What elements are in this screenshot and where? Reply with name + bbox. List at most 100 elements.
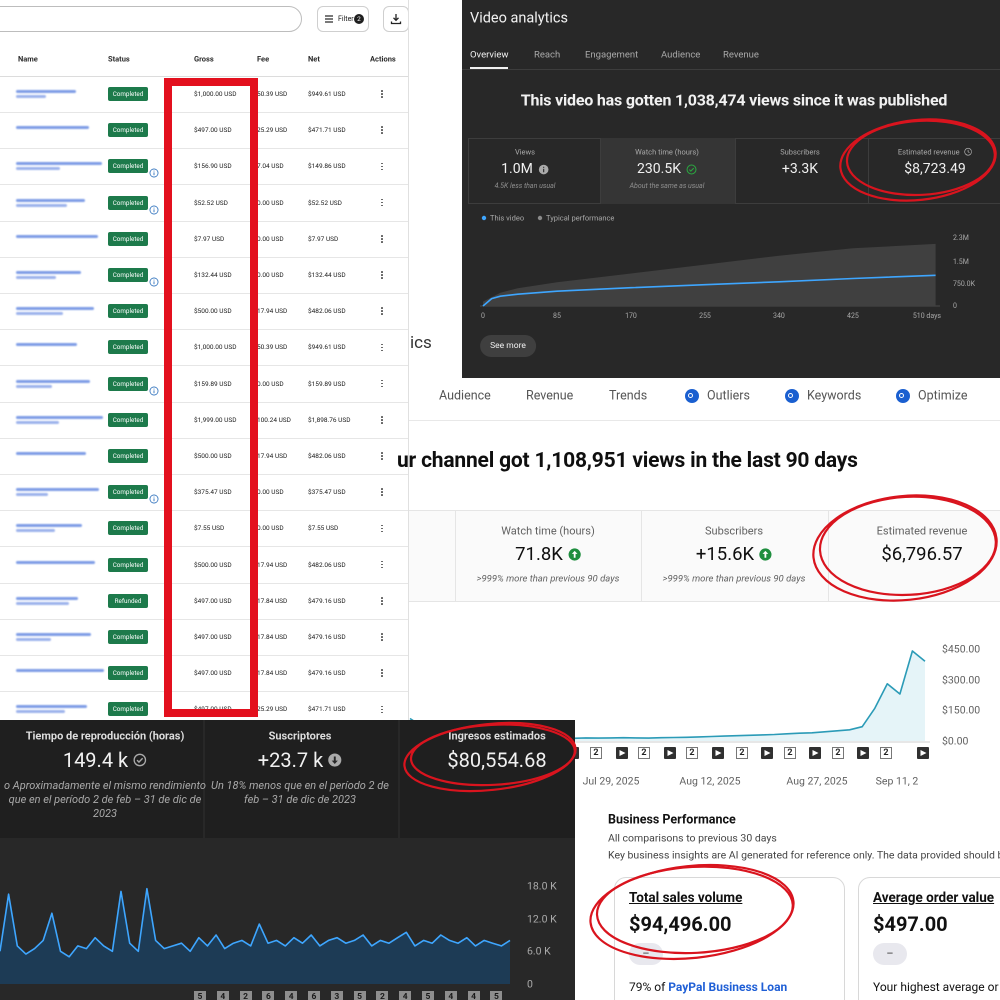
event-count-marker: 5 — [353, 991, 366, 1000]
fee-amount: 17.94 USD — [257, 452, 288, 460]
info-outline-icon-part — [153, 388, 155, 390]
status-info — [149, 381, 159, 396]
net-amount: $471.71 USD — [308, 126, 346, 135]
metric-value: +15.6K — [695, 543, 755, 565]
actions-dot — [381, 672, 383, 674]
filter-count: 2 — [354, 14, 364, 24]
tab[interactable]: Keywords — [807, 388, 862, 404]
column-header: Fee — [257, 54, 270, 64]
event-count-marker: 2 — [736, 747, 748, 759]
name-redacted — [16, 710, 65, 714]
fee-amount: 100.24 USD — [257, 415, 291, 424]
active-tab-underline — [470, 67, 508, 69]
row-divider — [0, 184, 409, 186]
event-count-marker: 4 — [216, 991, 229, 1000]
actions-dot — [381, 385, 383, 388]
gross-amount: $497.00 USD — [194, 669, 232, 678]
actions-dot — [381, 491, 383, 493]
status-badge: Completed — [108, 521, 148, 536]
net-amount: $149.86 USD — [308, 162, 346, 171]
actions-dot — [381, 165, 383, 168]
metric-label-row: Views — [515, 148, 535, 157]
info-outline-icon-part — [153, 207, 155, 209]
kpi-footer-text: 79% of — [629, 980, 666, 994]
fee-amount: 17.84 USD — [257, 596, 288, 605]
column-header: Actions — [370, 54, 396, 64]
tab[interactable]: Optimize — [918, 388, 968, 404]
status-badge: Completed — [108, 557, 148, 572]
actions-dot — [381, 422, 383, 424]
actions-dot — [381, 271, 383, 273]
name-redacted — [16, 633, 91, 636]
download-button[interactable] — [383, 6, 409, 32]
info-outline-icon-part — [153, 281, 155, 285]
metric-value-row: 1.0M — [501, 161, 549, 177]
fee-amount: 0.00 USD — [257, 198, 284, 207]
y-tick-label: 1.5M — [953, 257, 969, 266]
check-outline-icon — [133, 753, 147, 767]
video-chart — [480, 215, 940, 307]
event-count-marker: 5 — [194, 991, 206, 1000]
event-count-marker: 4 — [444, 991, 457, 1000]
tab[interactable]: Reach — [534, 49, 561, 61]
info-icon — [538, 164, 549, 174]
net-amount: $479.16 USD — [308, 633, 346, 641]
kpi-title[interactable]: Average order value — [873, 890, 995, 906]
actions-dot — [381, 198, 383, 201]
name-redacted — [16, 271, 81, 274]
kpi-change-pill: – — [873, 943, 907, 965]
legend-label: Typical performance — [546, 213, 615, 223]
actions-dot — [381, 452, 383, 454]
tab[interactable]: Revenue — [526, 388, 574, 404]
status-badge: Completed — [108, 304, 148, 319]
info-outline-icon — [149, 205, 159, 215]
search-input[interactable] — [0, 6, 302, 32]
legend-swatch — [537, 215, 543, 221]
tab[interactable]: Outliers — [707, 388, 750, 404]
metric-label: Subscribers — [704, 524, 764, 538]
y-tick-label: $300.00 — [942, 673, 981, 687]
tab[interactable]: Revenue — [723, 49, 759, 61]
fee-amount: 17.84 USD — [257, 633, 288, 641]
tab[interactable]: Audience — [661, 49, 701, 61]
kpi-title[interactable]: Total sales volume — [629, 890, 743, 906]
metric-label: Views — [514, 147, 536, 157]
status-badge: Completed — [108, 268, 148, 282]
check-outline-icon-part — [688, 167, 695, 172]
event-count-marker: 3 — [330, 991, 343, 1000]
tab[interactable]: Overview — [470, 49, 509, 61]
actions-dot — [381, 96, 383, 98]
tab[interactable]: Trends — [609, 388, 648, 404]
metric-label-row: Watch time (hours) — [635, 148, 699, 157]
kpi-footer-link[interactable]: PayPal Business Loan — [668, 980, 788, 994]
y-tick-label: 2.3M — [953, 234, 969, 242]
info-outline-icon-part — [153, 496, 155, 498]
y-tick-label: $450.00 — [942, 642, 981, 656]
tab[interactable]: Audience — [439, 388, 491, 404]
metric-label-row: Subscribers — [780, 148, 820, 157]
actions-dot — [381, 711, 383, 714]
column-header: Status — [108, 54, 130, 64]
status-info — [149, 272, 159, 287]
row-divider — [0, 401, 409, 403]
metric-label: Subscribers — [780, 147, 820, 157]
status-badge: Completed — [108, 87, 148, 101]
metric-label: Watch time (hours) — [501, 524, 595, 538]
status-badge: Completed — [108, 412, 148, 427]
tab-icon — [685, 389, 699, 403]
name-redacted — [16, 524, 82, 528]
net-amount: $479.16 USD — [308, 596, 346, 605]
row-divider — [0, 510, 409, 512]
name-redacted — [16, 452, 86, 455]
gross-amount: $497.00 USD — [194, 633, 232, 641]
series-line — [0, 887, 511, 958]
info-outline-icon-part — [149, 494, 159, 504]
net-amount: $471.71 USD — [308, 705, 346, 714]
actions-dot — [381, 669, 383, 671]
actions-dot — [381, 379, 383, 382]
event-count-marker: 2 — [376, 991, 389, 1000]
actions-dot — [381, 527, 383, 530]
fee-amount: 25.29 USD — [257, 126, 288, 135]
see-more-button[interactable]: See more — [480, 335, 536, 357]
tab[interactable]: Engagement — [585, 49, 639, 61]
